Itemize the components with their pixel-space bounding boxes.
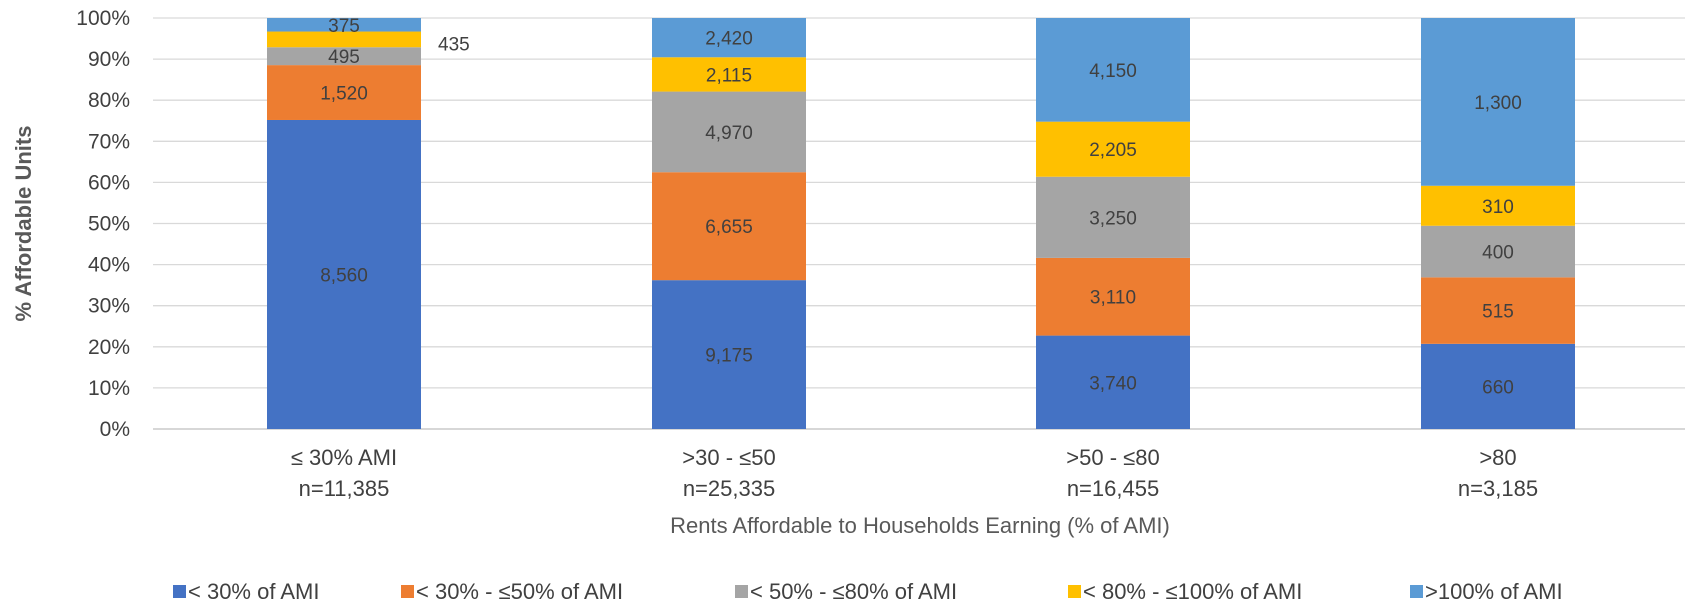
data-label: 1,520 [320,84,368,105]
y-tick-label: 40% [88,254,130,277]
bar-segment [1421,225,1575,278]
bar-segment [652,91,806,173]
data-label: 8,560 [320,265,368,286]
y-tick-label: 0% [100,418,130,441]
legend-label: < 80% - ≤100% of AMI [1083,579,1302,604]
y-tick-label: 30% [88,295,130,318]
legend-label: < 30% of AMI [188,579,319,604]
bar-segment [267,18,421,32]
data-label: 400 [1482,243,1514,264]
data-label: 9,175 [705,346,753,367]
y-tick-label: 50% [88,213,130,236]
bar-segment [652,280,806,429]
y-tick-label: 20% [88,336,130,359]
data-label: 4,970 [705,123,753,144]
x-tick-label-n: n=3,185 [1458,476,1538,501]
bar-segment [652,57,806,92]
data-label: 2,420 [705,29,753,50]
bar-segment [1421,343,1575,429]
bar-segment [267,47,421,66]
legend-swatch [401,585,414,598]
y-axis-title: % Affordable Units [11,126,36,322]
y-tick-label: 60% [88,171,130,194]
y-tick-label: 70% [88,130,130,153]
legend-label: < 30% - ≤50% of AMI [416,579,623,604]
data-label: 2,115 [706,65,752,86]
data-label: 310 [1482,197,1514,218]
data-label: 495 [328,47,360,68]
data-label: 1,300 [1474,93,1522,114]
bar-segment [652,18,806,58]
bar-segment [267,65,421,120]
bar-segment [267,119,421,429]
bar-segment [1036,335,1190,429]
data-label: 4,150 [1089,61,1137,82]
bar-segment [267,31,421,48]
x-axis-title: Rents Affordable to Households Earning (… [670,513,1170,538]
data-label: 2,205 [1089,140,1137,161]
data-label: 6,655 [705,217,753,238]
data-label: 435 [438,34,470,55]
bar-segment [652,172,806,281]
x-tick-label: ≤ 30% AMI [291,445,397,470]
legend-label: < 50% - ≤80% of AMI [750,579,957,604]
data-label: 515 [1482,302,1514,323]
legend-swatch [1068,585,1081,598]
data-label: 3,110 [1090,288,1136,309]
y-tick-label: 100% [76,7,130,30]
legend-label: >100% of AMI [1425,579,1563,604]
data-label: 3,740 [1089,373,1137,394]
x-tick-label: >50 - ≤80 [1066,445,1159,470]
legend-swatch [173,585,186,598]
y-tick-label: 90% [88,48,130,71]
x-tick-label-n: n=16,455 [1067,476,1159,501]
x-tick-label: >80 [1479,445,1516,470]
legend-swatch [1410,585,1423,598]
bar-segment [1036,18,1190,122]
y-tick-label: 10% [88,377,130,400]
legend-swatch [735,585,748,598]
bar-segment [1421,277,1575,344]
data-label: 660 [1482,377,1514,398]
x-tick-label-n: n=25,335 [683,476,775,501]
y-tick-label: 80% [88,89,130,112]
x-tick-label-n: n=11,385 [299,476,390,501]
data-label: 3,250 [1089,208,1137,229]
bar-segment [1036,121,1190,177]
data-label: 375 [328,16,360,37]
bar-segment [1036,257,1190,336]
bar-segment [1036,176,1190,258]
bar-segment [1421,185,1575,226]
x-tick-label: >30 - ≤50 [682,445,775,470]
bar-segment [1421,18,1575,186]
